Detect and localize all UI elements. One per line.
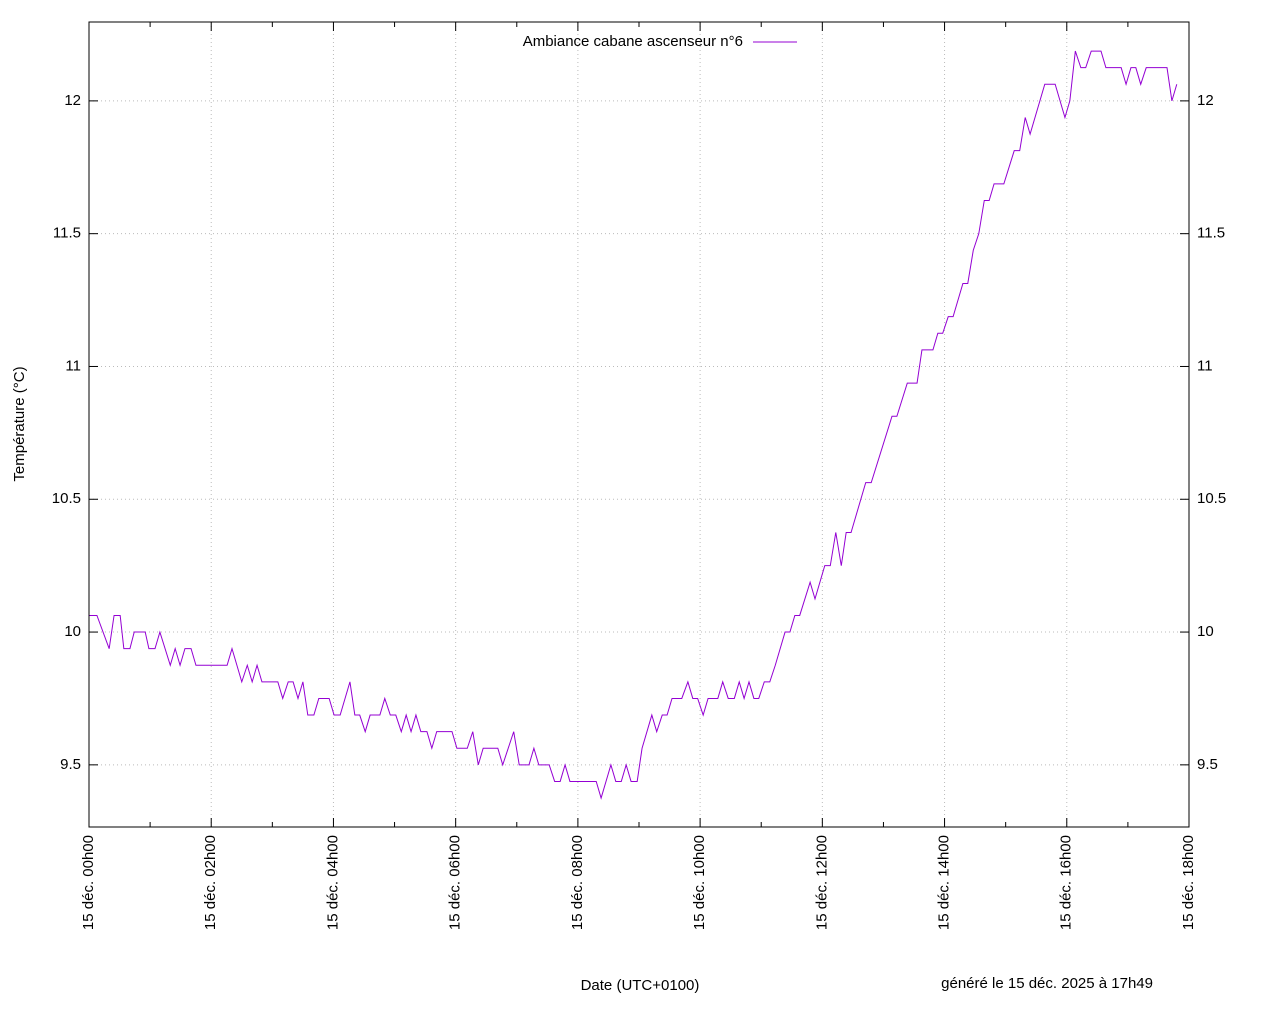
annotation: généré le 15 déc. 2025 à 17h49: [941, 975, 1153, 992]
y2-tick-label: 10: [1197, 623, 1214, 640]
y-tick-label: 12: [64, 92, 81, 109]
y2-tick-label: 10.5: [1197, 490, 1226, 507]
y2-tick-label: 11: [1197, 357, 1213, 374]
x-tick-label: 15 déc. 04h00: [324, 835, 341, 930]
x-tick-label: 15 déc. 14h00: [936, 835, 953, 930]
plot-border: [88, 21, 1190, 828]
x-tick-label: 15 déc. 10h00: [691, 835, 708, 930]
y-tick-label: 10.5: [52, 490, 81, 507]
y-tick-label: 11.5: [53, 225, 81, 242]
x-tick-label: 15 déc. 06h00: [447, 835, 464, 930]
y-tick-label: 10: [64, 623, 81, 640]
data-line: [89, 50, 1178, 800]
y-axis-label: Température (°C): [11, 366, 28, 481]
x-tick-label: 15 déc. 08h00: [569, 835, 586, 930]
legend-label: Ambiance cabane ascenseur n°6: [523, 33, 743, 50]
x-tick-label: 15 déc. 00h00: [80, 835, 97, 930]
y-tick-label: 11: [65, 357, 81, 374]
x-axis-label: Date (UTC+0100): [581, 977, 700, 994]
x-tick-label: 15 déc. 18h00: [1180, 835, 1197, 930]
x-tick-label: 15 déc. 16h00: [1058, 835, 1075, 930]
y2-tick-label: 9.5: [1197, 756, 1218, 773]
x-tick-label: 15 déc. 02h00: [202, 835, 219, 930]
x-tick-label: 15 déc. 12h00: [813, 835, 830, 930]
y2-tick-label: 12: [1197, 92, 1214, 109]
y2-tick-label: 11.5: [1197, 225, 1225, 242]
y-tick-label: 9.5: [60, 756, 81, 773]
